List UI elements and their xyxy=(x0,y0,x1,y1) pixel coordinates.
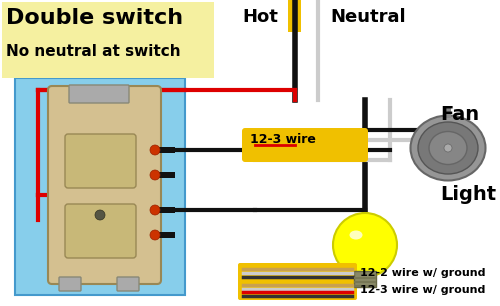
Bar xyxy=(354,281,376,283)
Bar xyxy=(155,172,175,178)
FancyBboxPatch shape xyxy=(238,263,357,283)
Circle shape xyxy=(150,205,160,215)
Text: 12-3 wire w/ ground: 12-3 wire w/ ground xyxy=(360,285,486,295)
Text: 12-2 wire w/ ground: 12-2 wire w/ ground xyxy=(360,268,486,278)
Circle shape xyxy=(95,210,105,220)
Text: Neutral: Neutral xyxy=(330,8,406,26)
Circle shape xyxy=(150,230,160,240)
FancyBboxPatch shape xyxy=(65,204,136,258)
Circle shape xyxy=(444,144,452,152)
Bar xyxy=(445,108,451,118)
FancyBboxPatch shape xyxy=(15,78,185,295)
Ellipse shape xyxy=(410,115,486,181)
FancyBboxPatch shape xyxy=(59,277,81,291)
Text: Light: Light xyxy=(440,185,496,204)
Bar xyxy=(354,271,376,287)
Bar xyxy=(155,147,175,153)
Ellipse shape xyxy=(429,132,467,165)
FancyBboxPatch shape xyxy=(69,85,129,103)
Text: Hot: Hot xyxy=(242,8,278,26)
Text: 12-3 wire: 12-3 wire xyxy=(250,133,316,146)
Ellipse shape xyxy=(350,230,362,240)
Bar xyxy=(155,232,175,238)
Text: Fan: Fan xyxy=(440,105,479,124)
Text: Double switch: Double switch xyxy=(6,8,183,28)
Circle shape xyxy=(150,145,160,155)
Bar xyxy=(155,207,175,213)
Ellipse shape xyxy=(418,122,478,174)
FancyBboxPatch shape xyxy=(117,277,139,291)
Circle shape xyxy=(150,170,160,180)
FancyBboxPatch shape xyxy=(238,280,357,300)
Bar xyxy=(354,277,376,279)
FancyBboxPatch shape xyxy=(2,2,214,78)
FancyBboxPatch shape xyxy=(242,128,368,162)
Circle shape xyxy=(333,213,397,277)
Bar xyxy=(354,285,376,287)
Text: No neutral at switch: No neutral at switch xyxy=(6,44,180,59)
FancyBboxPatch shape xyxy=(288,0,301,32)
FancyBboxPatch shape xyxy=(65,134,136,188)
FancyBboxPatch shape xyxy=(48,86,161,284)
